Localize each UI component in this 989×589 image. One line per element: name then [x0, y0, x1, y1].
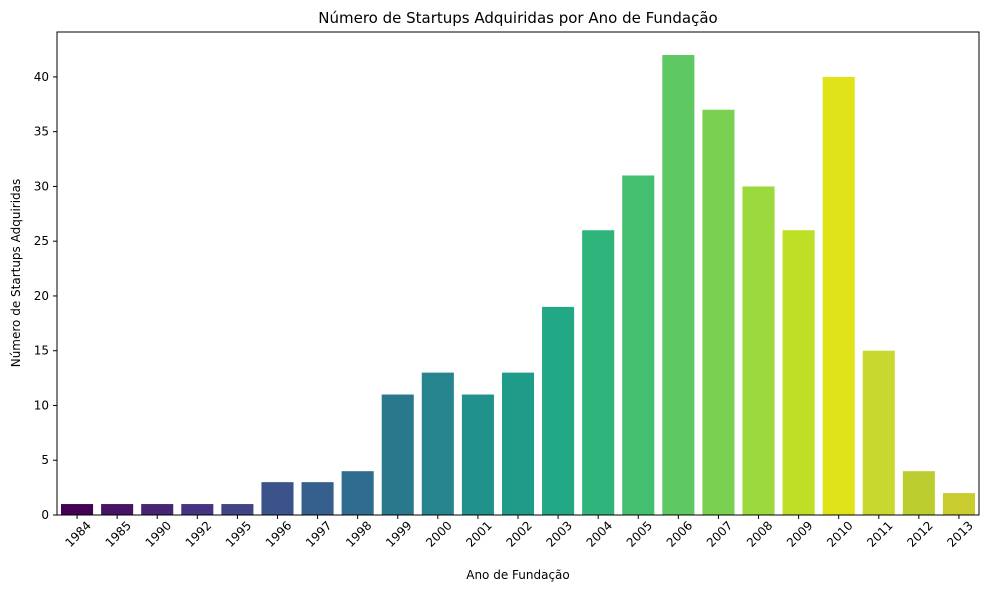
x-axis-ticks: 1984 1985 1990 1992 1995 1996 1997 1998 1999 2000… — [62, 515, 976, 550]
x-tick-label: 2012 — [904, 518, 935, 549]
x-tick-label: 2006 — [664, 518, 695, 549]
y-axis-label: Número de Startups Adquiridas — [9, 179, 23, 368]
y-tick-label: 35 — [34, 125, 49, 139]
x-tick-label: 1995 — [223, 518, 254, 549]
bar-2009 — [782, 230, 815, 515]
y-tick-label: 30 — [34, 179, 49, 193]
y-tick-label: 15 — [34, 344, 49, 358]
bar-2001 — [461, 394, 494, 515]
bar-2013 — [942, 493, 975, 515]
x-tick-label: 2008 — [744, 518, 775, 549]
x-tick-label: 1996 — [263, 518, 294, 549]
bar-2002 — [501, 372, 535, 515]
x-tick-label: 1985 — [103, 518, 134, 549]
bar-1984 — [61, 504, 94, 515]
x-tick-label: 2009 — [784, 518, 815, 549]
bar-1999 — [381, 394, 414, 515]
x-tick-label: 2000 — [423, 518, 454, 549]
bar-2008 — [742, 186, 775, 515]
x-tick-label: 2005 — [624, 518, 655, 549]
bar-2011 — [862, 350, 895, 515]
x-tick-label: 2010 — [824, 518, 855, 549]
x-tick-label: 1997 — [303, 518, 334, 549]
bar-1997 — [301, 482, 334, 515]
x-tick-label: 2011 — [864, 518, 895, 549]
bar-1992 — [181, 504, 214, 515]
x-axis-label: Ano de Fundação — [466, 568, 570, 582]
y-tick-label: 0 — [41, 508, 49, 522]
x-tick-label: 2007 — [704, 518, 735, 549]
x-tick-label: 1999 — [383, 518, 414, 549]
x-tick-label: 1992 — [183, 518, 214, 549]
x-tick-label: 2013 — [944, 518, 975, 549]
bar-2010 — [822, 76, 855, 516]
bar-2004 — [582, 230, 615, 515]
x-tick-label: 1998 — [343, 518, 374, 549]
bar-2000 — [421, 372, 454, 515]
bars-group — [61, 55, 975, 516]
y-tick-label: 40 — [34, 70, 49, 84]
x-tick-label: 1984 — [62, 518, 93, 549]
chart-title: Número de Startups Adquiridas por Ano de… — [318, 9, 718, 27]
y-tick-label: 20 — [34, 289, 49, 303]
bar-1998 — [341, 471, 374, 515]
x-tick-label: 2004 — [584, 518, 615, 549]
bar-1995 — [221, 504, 254, 515]
bar-1985 — [101, 504, 134, 515]
plot-frame — [56, 31, 980, 516]
bar-2005 — [622, 175, 655, 515]
y-axis-ticks: 0 5 10 15 20 25 30 35 40 — [34, 70, 57, 522]
y-tick-label: 10 — [34, 398, 49, 412]
bar-2003 — [542, 306, 575, 515]
y-tick-label: 5 — [41, 453, 49, 467]
bar-2007 — [702, 109, 735, 515]
bar-1996 — [261, 482, 294, 515]
bar-2006 — [662, 55, 695, 515]
x-tick-label: 2001 — [463, 518, 494, 549]
x-tick-label: 2002 — [503, 518, 534, 549]
y-tick-label: 25 — [34, 234, 49, 248]
x-tick-label: 2003 — [544, 518, 575, 549]
bar-2012 — [902, 471, 935, 515]
x-tick-label: 1990 — [143, 518, 174, 549]
bar-1990 — [141, 504, 174, 515]
